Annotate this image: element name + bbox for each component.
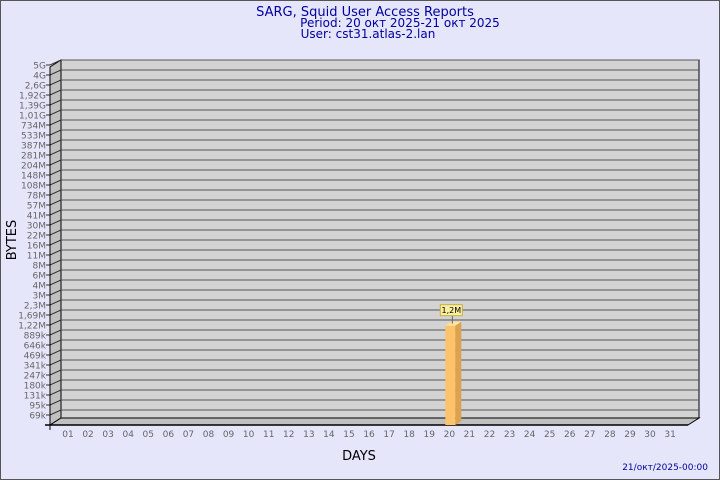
x-tick-label: 14 bbox=[323, 430, 335, 440]
y-tick-label: 889k bbox=[24, 332, 47, 342]
y-tick-label: 4G bbox=[33, 72, 46, 82]
y-tick-label: 6M bbox=[33, 272, 47, 282]
y-tick-label: 131k bbox=[24, 392, 47, 402]
x-tick-label: 21 bbox=[464, 430, 475, 440]
x-tick-label: 17 bbox=[383, 430, 394, 440]
x-tick-label: 12 bbox=[283, 430, 294, 440]
y-tick-label: 95k bbox=[29, 402, 46, 412]
x-tick-label: 29 bbox=[624, 430, 636, 440]
y-tick-label: 5G bbox=[33, 62, 46, 72]
y-axis-label: BYTES bbox=[5, 220, 20, 261]
y-tick-label: 1,39G bbox=[19, 102, 46, 112]
x-tick-label: 26 bbox=[564, 430, 576, 440]
x-tick-label: 02 bbox=[82, 430, 93, 440]
y-tick-label: 108M bbox=[21, 182, 46, 192]
x-tick-label: 27 bbox=[584, 430, 595, 440]
footer-timestamp: 21/окт/2025-00:00 bbox=[622, 463, 708, 473]
bar bbox=[445, 325, 456, 425]
x-tick-label: 03 bbox=[102, 430, 113, 440]
x-tick-label: 30 bbox=[644, 430, 656, 440]
x-tick-label: 09 bbox=[223, 430, 235, 440]
x-tick-label: 08 bbox=[203, 430, 215, 440]
x-tick-label: 20 bbox=[444, 430, 456, 440]
y-tick-label: 22M bbox=[27, 232, 46, 242]
x-tick-label: 31 bbox=[664, 430, 675, 440]
y-tick-label: 247k bbox=[24, 372, 47, 382]
y-tick-label: 41M bbox=[27, 212, 46, 222]
x-tick-label: 16 bbox=[363, 430, 375, 440]
bars: 1,2M bbox=[439, 304, 463, 425]
y-tick-label: 4M bbox=[33, 282, 47, 292]
y-tick-label: 281M bbox=[21, 152, 46, 162]
y-axis: 5G4G2,6G1,92G1,39G1,01G734M533M387M281M2… bbox=[18, 59, 699, 430]
y-tick-label: 8M bbox=[33, 262, 47, 272]
x-tick-label: 18 bbox=[403, 430, 415, 440]
x-tick-label: 19 bbox=[424, 430, 436, 440]
y-tick-label: 78M bbox=[27, 192, 46, 202]
x-tick-label: 04 bbox=[122, 430, 134, 440]
x-axis: 01 02 03 04 05 06 07 08 09 10 11 12 13 14 15 16 17 18 19 20… bbox=[62, 430, 676, 440]
x-axis-label: DAYS bbox=[342, 449, 376, 464]
y-tick-label: 1,01G bbox=[19, 112, 46, 122]
chart-subtitle-user: User: cst31.atlas-2.lan bbox=[301, 27, 436, 41]
y-tick-label: 341k bbox=[24, 362, 47, 372]
y-tick-label: 2,6G bbox=[25, 82, 46, 92]
y-tick-label: 2,3M bbox=[24, 302, 46, 312]
floor bbox=[48, 417, 701, 426]
y-tick-label: 69k bbox=[29, 412, 46, 422]
y-tick-label: 57M bbox=[27, 202, 46, 212]
x-tick-label: 28 bbox=[604, 430, 616, 440]
y-tick bbox=[46, 59, 62, 66]
y-tick-label: 1,92G bbox=[19, 92, 46, 102]
y-tick-label: 16M bbox=[27, 242, 46, 252]
bar-top bbox=[445, 321, 462, 326]
y-tick-label: 180k bbox=[24, 382, 47, 392]
x-tick-label: 01 bbox=[62, 430, 73, 440]
x-tick-label: 23 bbox=[504, 430, 515, 440]
x-tick-label: 10 bbox=[243, 430, 255, 440]
y-tick-label: 1,22M bbox=[18, 322, 46, 332]
y-tick-label: 204M bbox=[21, 162, 46, 172]
chart-title: SARG, Squid User Access Reports bbox=[256, 5, 474, 20]
y-tick-label: 3M bbox=[33, 292, 47, 302]
chart-subtitle-period: Period: 20 окт 2025-21 окт 2025 bbox=[300, 16, 500, 30]
bar-label-box bbox=[439, 304, 463, 317]
x-tick-label: 11 bbox=[263, 430, 274, 440]
y-tick-label: 469k bbox=[24, 352, 47, 362]
y-tick-label: 148M bbox=[21, 172, 46, 182]
back-wall bbox=[60, 59, 700, 419]
x-tick-label: 15 bbox=[343, 430, 354, 440]
x-tick-label: 05 bbox=[143, 430, 154, 440]
x-tick-label: 22 bbox=[484, 430, 495, 440]
y-tick-label: 30M bbox=[27, 222, 46, 232]
bar-side bbox=[455, 321, 462, 425]
y-tick-label: 646k bbox=[24, 342, 47, 352]
y-tick-label: 533M bbox=[21, 132, 46, 142]
x-tick-label: 25 bbox=[544, 430, 555, 440]
y-tick-label: 734M bbox=[21, 122, 46, 132]
y-tick-label: 11M bbox=[27, 252, 46, 262]
bar-label: 1,2M bbox=[442, 306, 462, 315]
x-tick-label: 06 bbox=[163, 430, 175, 440]
y-tick-label: 1,69M bbox=[18, 312, 46, 322]
x-tick-label: 24 bbox=[524, 430, 536, 440]
y-tick-label: 387M bbox=[21, 142, 46, 152]
x-tick-label: 07 bbox=[183, 430, 194, 440]
x-tick-label: 13 bbox=[303, 430, 314, 440]
